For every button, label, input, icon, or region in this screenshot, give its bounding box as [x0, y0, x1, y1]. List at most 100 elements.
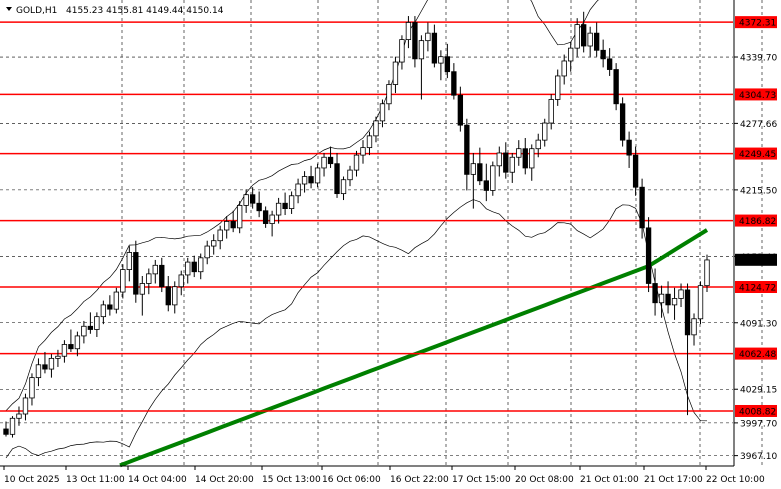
candle-body [632, 154, 639, 188]
candle-body [704, 259, 710, 287]
time-tick-label: 20 Oct 08:00 [515, 475, 574, 485]
level-label: 4124.72 [739, 283, 776, 293]
candle-body [405, 22, 412, 40]
candle-body [366, 135, 373, 149]
candle-body [327, 156, 334, 165]
candle-body [561, 60, 567, 77]
candle-body [282, 202, 288, 210]
candle-body [262, 210, 269, 224]
level-label-bg [735, 88, 777, 101]
time-tick-label: 10 Oct 2025 [4, 475, 60, 485]
candle-body [146, 273, 152, 284]
ohlc-values: 4155.23 4155.81 4149.44 4150.14 [66, 6, 224, 16]
candle-body [593, 32, 600, 51]
candle-body [529, 148, 535, 169]
candle-body [535, 139, 541, 150]
candle-body [490, 165, 496, 191]
candle-body [217, 229, 223, 242]
price-tick-label: 4029.15 [740, 386, 777, 396]
candle-body [691, 318, 697, 336]
candle-body [308, 176, 314, 184]
candle-body [87, 325, 94, 330]
candle-body [165, 286, 171, 306]
price-tick-label: 4215.50 [740, 186, 777, 196]
price-tick-label: 4339.70 [740, 54, 777, 64]
candle-body [211, 240, 217, 247]
time-tick-label: 14 Oct 04:00 [128, 475, 187, 485]
candle-body [619, 103, 626, 141]
candle-body [645, 227, 652, 284]
candle-body [581, 24, 587, 47]
grid-lines [0, 0, 763, 465]
level-price-labels: 4372.31 4304.73 4249.45 4186.82 4124.72 4062.… [735, 16, 777, 417]
candle-body [555, 75, 561, 100]
current-price-label: 4150.14 [735, 253, 777, 266]
candle-body [301, 176, 308, 185]
candle-body [334, 163, 340, 195]
candle-body [68, 344, 74, 350]
candle-body [639, 186, 645, 229]
candle-body [626, 139, 632, 156]
dropdown-triangle-icon[interactable] [6, 7, 12, 11]
candle-body [94, 316, 100, 330]
time-tick-label: 14 Oct 20:00 [195, 475, 254, 485]
candle-body [204, 245, 210, 259]
candle-body [606, 58, 613, 70]
candlesticks [3, 11, 710, 438]
candle-body [444, 56, 451, 73]
candle-body [438, 56, 444, 64]
price-tick-label: 3997.70 [740, 419, 777, 429]
candle-body [470, 163, 477, 175]
candle-body [224, 221, 230, 231]
price-tick-label: 3967.10 [740, 452, 777, 462]
candle-body [159, 264, 165, 288]
symbol-timeframe: GOLD,H1 [16, 6, 57, 16]
candle-body [587, 32, 593, 47]
candle-body [509, 156, 515, 173]
candle-body [600, 49, 606, 60]
time-tick-label: 16 Oct 22:00 [390, 475, 449, 485]
candle-body [431, 32, 438, 64]
candle-body [503, 152, 509, 173]
candle-body [107, 304, 113, 310]
candle-body [133, 252, 139, 295]
candle-body [516, 148, 522, 158]
candle-body [55, 355, 61, 359]
candle-body [386, 84, 392, 105]
candle-body [230, 221, 236, 229]
candle-body [684, 289, 691, 336]
time-tick-label: 13 Oct 11:00 [66, 475, 125, 485]
candle-body [243, 194, 249, 206]
moving-average-line [119, 228, 709, 468]
candle-body [425, 32, 431, 42]
candle-body [321, 156, 327, 169]
candle-body [483, 180, 489, 191]
bollinger-bands [5, 0, 708, 459]
candle-body [353, 154, 360, 171]
level-label-bg [735, 16, 777, 29]
candle-body [16, 413, 22, 419]
level-label: 4249.45 [739, 150, 776, 160]
candle-body [249, 194, 256, 204]
level-label-bg [735, 280, 777, 293]
candle-body [48, 357, 55, 370]
chart-header: GOLD,H1 4155.23 4155.81 4149.44 4150.14 [6, 6, 224, 16]
candle-body [477, 163, 483, 182]
candle-body [464, 124, 470, 175]
level-label: 4304.73 [739, 91, 776, 101]
candle-body [652, 283, 658, 304]
candle-body [568, 47, 574, 62]
candle-body [236, 204, 243, 229]
candle-body [3, 428, 9, 435]
lower-band [5, 199, 708, 459]
time-tick-label: 21 Oct 17:00 [644, 475, 703, 485]
candle-body [126, 252, 132, 270]
ma-line [119, 228, 709, 468]
candle-body [61, 344, 68, 357]
candle-body [22, 397, 29, 415]
level-label-bg [735, 347, 777, 360]
candle-body [120, 269, 126, 293]
candle-body [379, 103, 386, 122]
candle-body [574, 24, 580, 49]
